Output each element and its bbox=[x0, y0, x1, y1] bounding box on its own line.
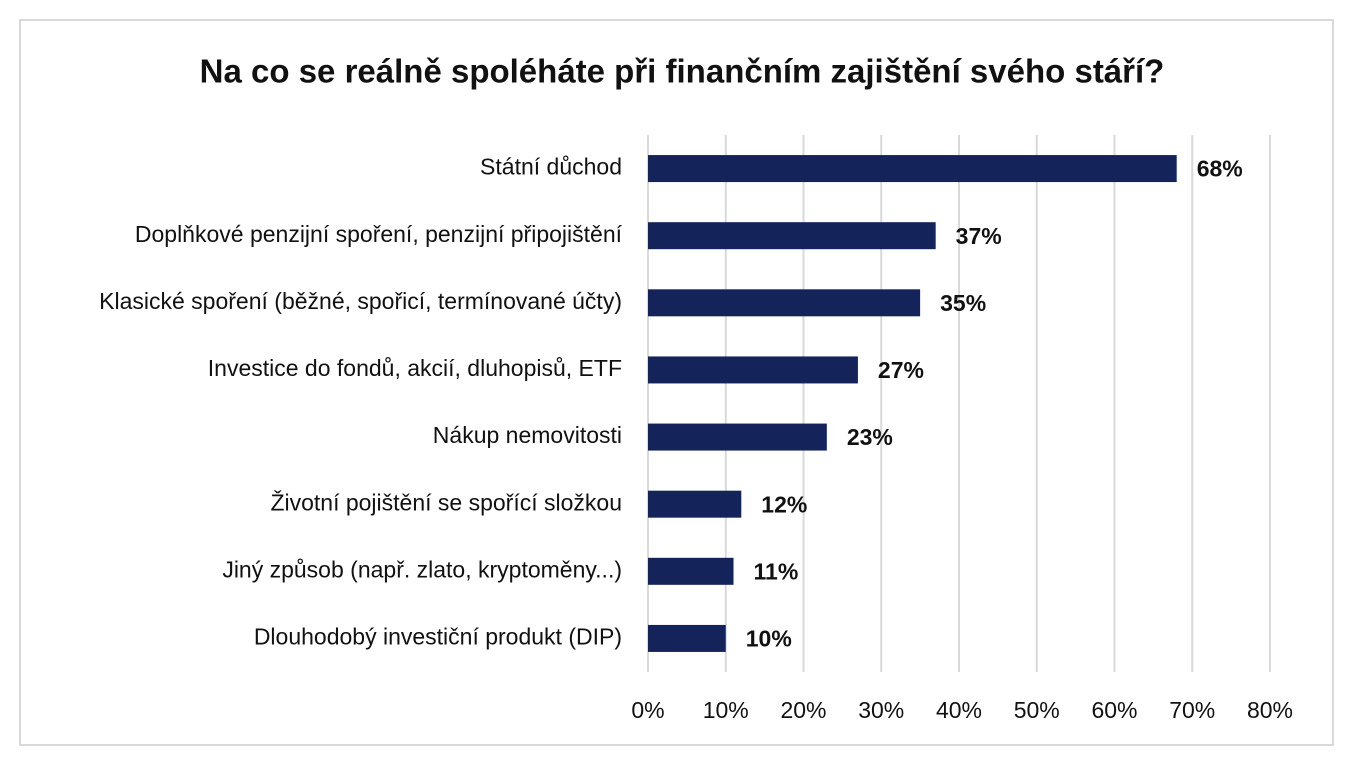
y-tick-label: Dlouhodobý investiční produkt (DIP) bbox=[254, 624, 622, 650]
x-tick-label: 70% bbox=[1169, 697, 1215, 723]
bar bbox=[648, 289, 921, 317]
y-tick-label: Doplňkové penzijní spoření, penzijní při… bbox=[135, 221, 623, 247]
x-tick-label: 10% bbox=[703, 697, 749, 723]
value-label: 10% bbox=[746, 626, 792, 652]
y-tick-label: Investice do fondů, akcií, dluhopisů, ET… bbox=[208, 355, 622, 381]
x-tick-label: 0% bbox=[631, 697, 664, 723]
bar bbox=[648, 222, 936, 250]
bar bbox=[648, 624, 726, 652]
bar bbox=[648, 490, 742, 518]
y-tick-label: Jiný způsob (např. zlato, kryptoměny...) bbox=[222, 556, 622, 582]
x-tick-label: 20% bbox=[780, 697, 826, 723]
bar bbox=[648, 356, 858, 384]
value-label: 68% bbox=[1197, 156, 1243, 182]
value-label: 12% bbox=[761, 491, 807, 517]
x-tick-label: 50% bbox=[1014, 697, 1060, 723]
x-tick-label: 60% bbox=[1091, 697, 1137, 723]
x-tick-label: 40% bbox=[936, 697, 982, 723]
value-label: 27% bbox=[878, 357, 924, 383]
value-label: 37% bbox=[956, 223, 1002, 249]
y-tick-label: Klasické spoření (běžné, spořicí, termín… bbox=[99, 288, 622, 314]
chart-title: Na co se reálně spoléháte při finančním … bbox=[200, 53, 1165, 90]
bar bbox=[648, 155, 1177, 183]
y-tick-label: Nákup nemovitosti bbox=[433, 422, 622, 448]
bar bbox=[648, 423, 827, 451]
value-label: 11% bbox=[754, 558, 799, 584]
bar bbox=[648, 557, 734, 585]
y-tick-label: Státní důchod bbox=[480, 154, 622, 180]
value-label: 35% bbox=[940, 290, 986, 316]
x-tick-label: 30% bbox=[858, 697, 904, 723]
x-tick-label: 80% bbox=[1247, 697, 1293, 723]
value-label: 23% bbox=[847, 424, 893, 450]
y-tick-label: Životní pojištění se spořící složkou bbox=[270, 489, 622, 515]
